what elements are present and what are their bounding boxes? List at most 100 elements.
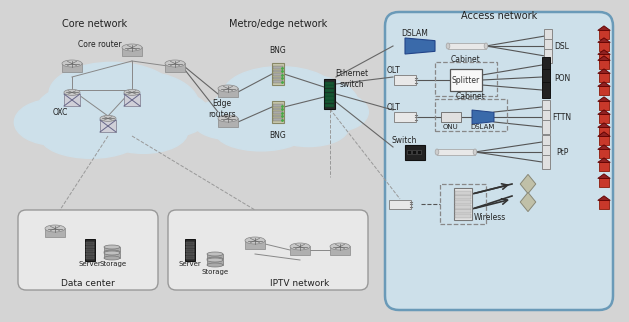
Text: OXC: OXC xyxy=(52,108,68,117)
FancyBboxPatch shape xyxy=(385,12,613,310)
Ellipse shape xyxy=(207,263,223,267)
Bar xyxy=(389,200,411,209)
Bar xyxy=(405,145,425,159)
Ellipse shape xyxy=(223,67,337,121)
Text: DSLAM: DSLAM xyxy=(471,124,495,130)
Text: BNG: BNG xyxy=(270,45,286,54)
Bar xyxy=(394,112,416,122)
Bar xyxy=(599,178,609,186)
Polygon shape xyxy=(520,193,536,212)
Bar xyxy=(325,100,335,103)
Bar xyxy=(455,191,471,195)
Ellipse shape xyxy=(60,90,165,147)
Text: Storage: Storage xyxy=(201,269,228,275)
Bar xyxy=(186,253,194,255)
Ellipse shape xyxy=(290,243,310,250)
Bar xyxy=(599,149,609,157)
Bar xyxy=(448,43,486,49)
Bar xyxy=(417,150,421,154)
Bar xyxy=(273,66,283,69)
Bar xyxy=(62,63,82,72)
Bar xyxy=(599,101,609,109)
Bar xyxy=(412,150,416,154)
Polygon shape xyxy=(598,38,610,43)
Ellipse shape xyxy=(269,109,348,147)
Ellipse shape xyxy=(211,87,291,130)
Ellipse shape xyxy=(124,90,140,95)
Bar xyxy=(435,99,507,131)
Polygon shape xyxy=(598,158,610,162)
Ellipse shape xyxy=(446,43,450,49)
Text: Wireless: Wireless xyxy=(474,213,506,223)
Text: Server: Server xyxy=(179,261,201,267)
Bar xyxy=(542,120,550,134)
Polygon shape xyxy=(598,123,610,128)
Ellipse shape xyxy=(100,115,116,121)
Ellipse shape xyxy=(130,91,209,137)
Ellipse shape xyxy=(104,256,120,260)
Text: FTTN: FTTN xyxy=(552,112,572,121)
Bar xyxy=(325,96,335,99)
Ellipse shape xyxy=(41,116,142,158)
Bar xyxy=(455,210,471,213)
Polygon shape xyxy=(472,110,494,124)
Bar xyxy=(455,214,471,218)
Bar xyxy=(207,254,223,259)
Text: Server: Server xyxy=(79,261,101,267)
Bar xyxy=(599,137,609,145)
Ellipse shape xyxy=(435,149,439,155)
Text: Core router: Core router xyxy=(78,40,122,49)
Bar xyxy=(207,260,223,265)
Bar xyxy=(599,200,609,209)
Polygon shape xyxy=(520,175,536,194)
Ellipse shape xyxy=(207,258,223,262)
Bar xyxy=(273,77,283,80)
Bar xyxy=(86,256,94,259)
Ellipse shape xyxy=(104,251,120,255)
Bar xyxy=(599,128,609,136)
Bar xyxy=(273,118,283,121)
Bar xyxy=(273,115,283,118)
Text: Metro/edge network: Metro/edge network xyxy=(229,19,327,29)
Text: ONU: ONU xyxy=(443,124,459,130)
Polygon shape xyxy=(598,97,610,101)
Bar xyxy=(186,256,194,259)
Bar xyxy=(86,246,94,248)
Ellipse shape xyxy=(207,252,223,256)
Ellipse shape xyxy=(104,250,120,254)
Ellipse shape xyxy=(104,245,120,249)
Bar xyxy=(325,85,335,89)
Bar xyxy=(245,240,265,249)
Bar xyxy=(218,118,238,127)
Ellipse shape xyxy=(296,92,369,132)
Bar xyxy=(325,79,335,109)
Polygon shape xyxy=(598,50,610,54)
Bar xyxy=(85,239,95,261)
Bar xyxy=(165,63,185,72)
Bar xyxy=(394,75,416,85)
Ellipse shape xyxy=(45,225,65,232)
Bar xyxy=(455,195,471,199)
Polygon shape xyxy=(598,26,610,30)
Bar xyxy=(186,242,194,245)
Text: Core network: Core network xyxy=(62,19,128,29)
Bar xyxy=(544,49,552,63)
Text: PtP: PtP xyxy=(556,147,568,156)
Ellipse shape xyxy=(49,62,175,125)
Bar xyxy=(599,30,609,39)
Polygon shape xyxy=(598,110,610,114)
Bar xyxy=(330,246,350,255)
Bar xyxy=(124,94,140,106)
Bar xyxy=(455,200,471,204)
Bar xyxy=(325,93,335,96)
Text: Access network: Access network xyxy=(461,11,537,21)
Bar xyxy=(64,94,80,106)
Bar xyxy=(542,110,550,124)
Bar xyxy=(437,149,475,155)
Bar xyxy=(86,242,94,245)
Bar xyxy=(455,205,471,209)
Polygon shape xyxy=(598,196,610,200)
Ellipse shape xyxy=(64,90,80,95)
Bar xyxy=(542,145,550,159)
Bar xyxy=(454,188,472,220)
